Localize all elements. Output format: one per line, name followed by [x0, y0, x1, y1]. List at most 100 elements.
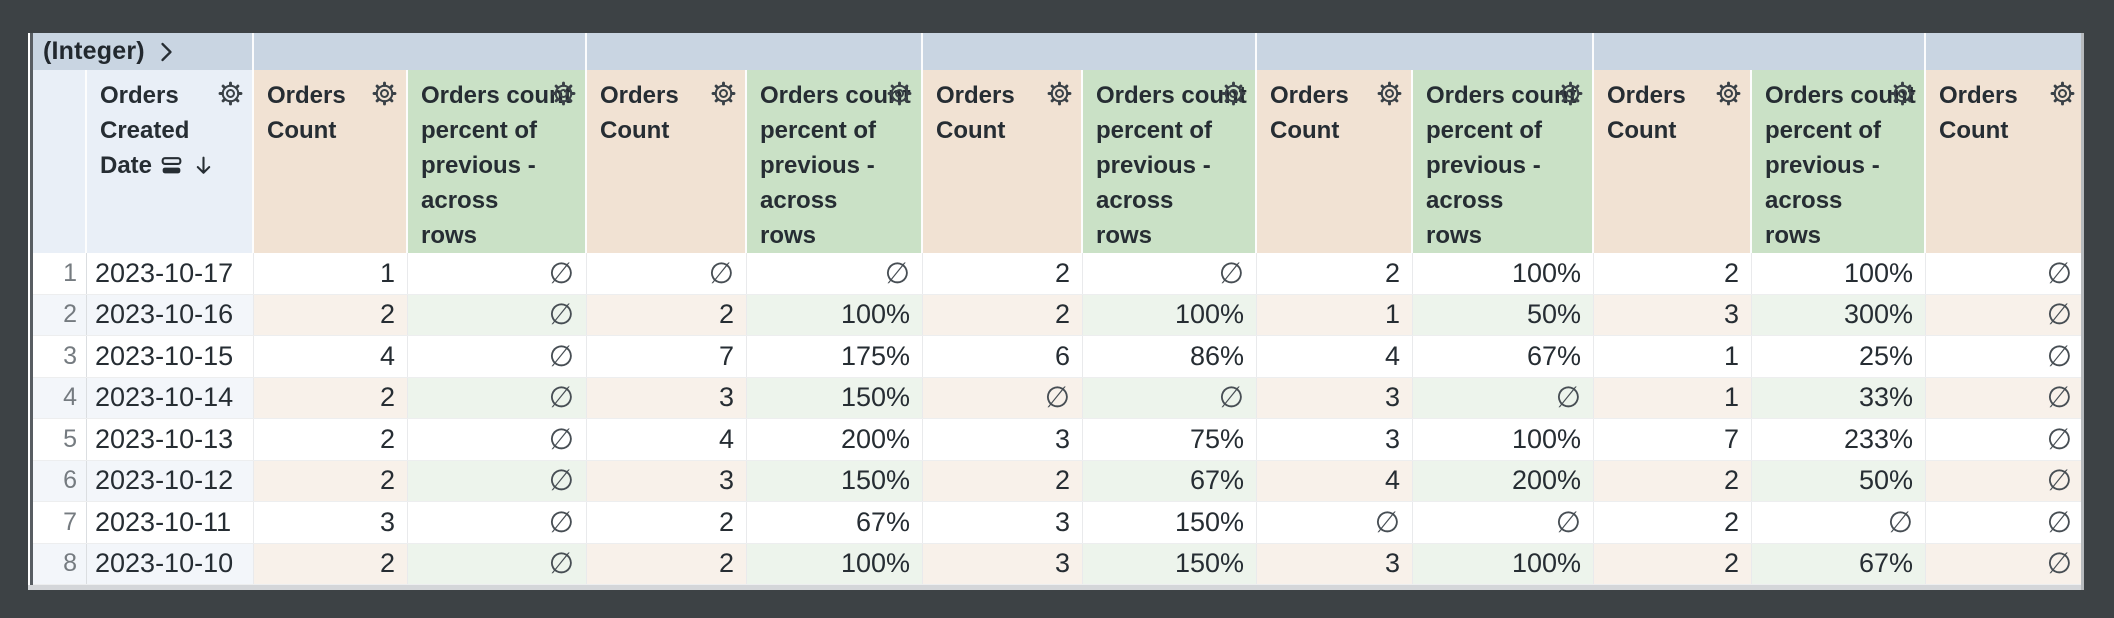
value-cell[interactable]: 86%: [1083, 336, 1257, 377]
date-cell[interactable]: 2023-10-17: [87, 253, 254, 294]
value-cell[interactable]: 33%: [1752, 377, 1926, 418]
value-cell[interactable]: 2: [923, 460, 1083, 501]
null-value-cell[interactable]: ∅: [408, 294, 587, 335]
value-cell[interactable]: 3: [1257, 543, 1413, 584]
null-value-cell[interactable]: ∅: [1926, 460, 2084, 501]
null-value-cell[interactable]: ∅: [747, 253, 923, 294]
value-cell[interactable]: 1: [1257, 294, 1413, 335]
value-cell[interactable]: 100%: [1413, 543, 1594, 584]
column-header-8[interactable]: Orders Count: [1257, 70, 1413, 253]
null-value-cell[interactable]: ∅: [1413, 502, 1594, 543]
null-value-cell[interactable]: ∅: [1413, 377, 1594, 418]
value-cell[interactable]: 100%: [1413, 253, 1594, 294]
value-cell[interactable]: 2: [254, 460, 408, 501]
value-cell[interactable]: 300%: [1752, 294, 1926, 335]
value-cell[interactable]: 67%: [1752, 543, 1926, 584]
column-header-4[interactable]: Orders Count: [587, 70, 747, 253]
value-cell[interactable]: 2: [1257, 253, 1413, 294]
column-header-3[interactable]: Orders count percent of previous - across ro…: [408, 70, 587, 253]
value-cell[interactable]: 3: [923, 419, 1083, 460]
null-value-cell[interactable]: ∅: [1083, 253, 1257, 294]
null-value-cell[interactable]: ∅: [408, 502, 587, 543]
value-cell[interactable]: 1: [1594, 377, 1752, 418]
value-cell[interactable]: 2: [587, 502, 747, 543]
column-gear-icon[interactable]: [371, 80, 398, 107]
column-gear-icon[interactable]: [710, 80, 737, 107]
pivot-header-cell[interactable]: (Integer): [33, 33, 254, 70]
value-cell[interactable]: 67%: [747, 502, 923, 543]
value-cell[interactable]: 2: [254, 294, 408, 335]
column-gear-icon[interactable]: [217, 80, 244, 107]
value-cell[interactable]: 7: [587, 336, 747, 377]
column-header-5[interactable]: Orders count percent of previous - across ro…: [747, 70, 923, 253]
null-value-cell[interactable]: ∅: [408, 336, 587, 377]
value-cell[interactable]: 150%: [1083, 543, 1257, 584]
date-cell[interactable]: 2023-10-11: [87, 502, 254, 543]
column-header-7[interactable]: Orders count percent of previous - across ro…: [1083, 70, 1257, 253]
null-value-cell[interactable]: ∅: [1083, 377, 1257, 418]
null-value-cell[interactable]: ∅: [408, 377, 587, 418]
null-value-cell[interactable]: ∅: [2046, 340, 2072, 373]
value-cell[interactable]: 25%: [1752, 336, 1926, 377]
value-cell[interactable]: 3: [923, 543, 1083, 584]
null-value-cell[interactable]: ∅: [587, 253, 747, 294]
vertical-scrollbar[interactable]: [30, 33, 33, 590]
value-cell[interactable]: 4: [1257, 460, 1413, 501]
column-gear-icon[interactable]: [2049, 80, 2076, 107]
value-cell[interactable]: 7: [1594, 419, 1752, 460]
chevron-right-icon[interactable]: [154, 40, 178, 64]
value-cell[interactable]: 50%: [1752, 460, 1926, 501]
date-cell[interactable]: 2023-10-15: [87, 336, 254, 377]
null-value-cell[interactable]: ∅: [408, 543, 587, 584]
sort-desc-icon[interactable]: [191, 153, 216, 178]
date-cell[interactable]: 2023-10-10: [87, 543, 254, 584]
null-value-cell[interactable]: ∅: [923, 377, 1083, 418]
value-cell[interactable]: 4: [254, 336, 408, 377]
column-gear-icon[interactable]: [550, 80, 577, 107]
null-value-cell[interactable]: ∅: [2046, 506, 2072, 539]
column-gear-icon[interactable]: [1557, 80, 1584, 107]
column-gear-icon[interactable]: [1715, 80, 1742, 107]
value-cell[interactable]: 2: [1594, 543, 1752, 584]
date-cell[interactable]: 2023-10-14: [87, 377, 254, 418]
value-cell[interactable]: 100%: [1083, 294, 1257, 335]
value-cell[interactable]: 100%: [1413, 419, 1594, 460]
value-cell[interactable]: 2: [254, 543, 408, 584]
value-cell[interactable]: 2: [1594, 253, 1752, 294]
value-cell[interactable]: 2: [923, 253, 1083, 294]
value-cell[interactable]: 3: [587, 377, 747, 418]
null-value-cell[interactable]: ∅: [1752, 502, 1926, 543]
value-cell[interactable]: 2: [1594, 502, 1752, 543]
value-cell[interactable]: 1: [1594, 336, 1752, 377]
value-cell[interactable]: 200%: [747, 419, 923, 460]
value-cell[interactable]: 3: [1594, 294, 1752, 335]
value-cell[interactable]: 100%: [747, 543, 923, 584]
date-cell[interactable]: 2023-10-12: [87, 460, 254, 501]
value-cell[interactable]: 67%: [1083, 460, 1257, 501]
date-cell[interactable]: 2023-10-16: [87, 294, 254, 335]
value-cell[interactable]: 3: [1257, 377, 1413, 418]
value-cell[interactable]: 6: [923, 336, 1083, 377]
column-header-11[interactable]: Orders count percent of previous - across ro…: [1752, 70, 1926, 253]
value-cell[interactable]: 4: [587, 419, 747, 460]
column-header-10[interactable]: Orders Count: [1594, 70, 1752, 253]
column-gear-icon[interactable]: [1220, 80, 1247, 107]
null-value-cell[interactable]: ∅: [408, 419, 587, 460]
column-header-9[interactable]: Orders count percent of previous - across ro…: [1413, 70, 1594, 253]
value-cell[interactable]: 100%: [747, 294, 923, 335]
value-cell[interactable]: 67%: [1413, 336, 1594, 377]
column-header-12[interactable]: Orders Count: [1926, 70, 2084, 253]
value-cell[interactable]: 2: [254, 377, 408, 418]
value-cell[interactable]: 150%: [1083, 502, 1257, 543]
value-cell[interactable]: 200%: [1413, 460, 1594, 501]
value-cell[interactable]: 1: [254, 253, 408, 294]
null-value-cell[interactable]: ∅: [1926, 377, 2084, 418]
value-cell[interactable]: 3: [587, 460, 747, 501]
null-value-cell[interactable]: ∅: [2046, 423, 2072, 456]
value-cell[interactable]: 2: [587, 294, 747, 335]
null-value-cell[interactable]: ∅: [2046, 257, 2072, 290]
column-header-1[interactable]: Orders Created Date: [87, 70, 254, 253]
value-cell[interactable]: 3: [254, 502, 408, 543]
value-cell[interactable]: 4: [1257, 336, 1413, 377]
null-value-cell[interactable]: ∅: [1926, 294, 2084, 335]
